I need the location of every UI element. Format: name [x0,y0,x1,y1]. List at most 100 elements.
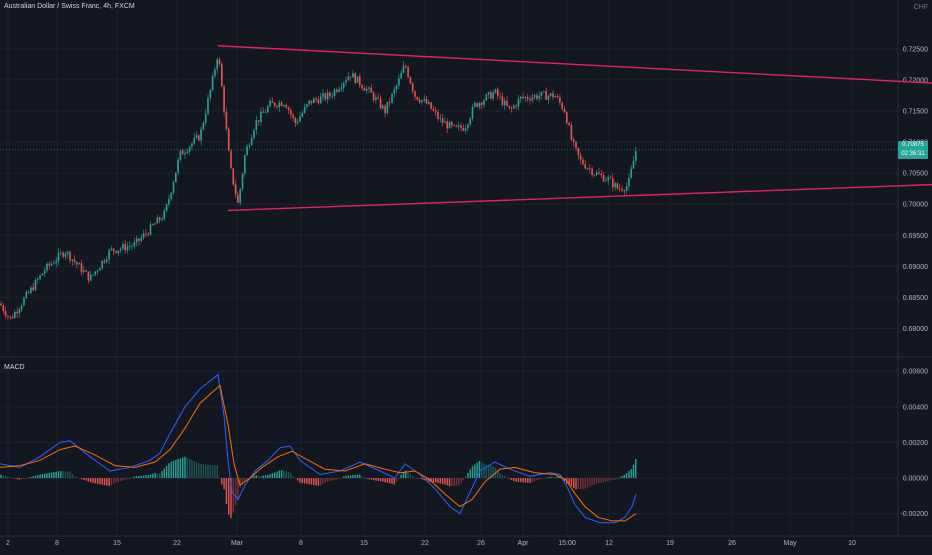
histogram-bar [343,476,345,479]
candle-body [494,89,497,93]
candle-body [501,96,504,106]
candle-body [384,105,386,113]
price-tick-label: 0.69500 [903,233,928,240]
candle-body [349,76,352,78]
candle-body [356,76,359,83]
histogram-bar [354,474,356,479]
candle-body [152,224,154,226]
candle-body [7,315,9,317]
histogram-bar [418,478,421,479]
histogram-bar [129,478,131,479]
histogram-bar [515,478,517,482]
candle-body [296,121,299,124]
histogram-bar [46,473,48,479]
time-tick-label: 8 [55,540,59,547]
candle-body [510,107,513,109]
candle-body [347,76,350,81]
histogram-bar [48,472,50,479]
histogram-bar [347,475,349,479]
histogram-bar [76,477,78,479]
candle-body [338,89,340,92]
candle-body [198,135,200,141]
histogram-bar [303,478,306,484]
histogram-bar [280,470,283,479]
macd-indicator-label[interactable]: MACD [4,364,25,371]
time-tick-label: 22 [421,540,429,547]
histogram-bar [377,478,379,481]
candle-body [117,250,120,253]
histogram-bar [533,478,536,481]
candle-body [319,96,322,104]
candle-body [409,77,412,84]
candle-body [329,92,331,97]
histogram-bar [405,470,407,479]
histogram-bar [21,478,23,480]
candle-body [561,102,563,109]
candle-body [260,111,262,122]
histogram-bar [361,476,363,479]
candle-body [464,128,467,131]
histogram-bar [4,476,7,479]
histogram-bar [598,478,600,483]
histogram-bar [191,459,193,479]
histogram-bar [179,458,182,479]
histogram-bar [513,478,515,482]
candle-body [69,251,71,261]
candle-body [115,251,117,253]
candle-body [632,161,635,169]
candle-body [432,108,435,111]
histogram-bar [96,478,99,484]
candle-body [533,95,536,98]
histogram-bar [605,478,607,482]
histogram-bar [218,477,221,479]
histogram-bar [384,478,386,483]
candle-body [18,309,21,314]
histogram-bar [543,478,545,479]
histogram-bar [198,463,200,479]
candle-body [20,305,23,310]
histogram-bar [264,475,267,479]
candle-body [455,125,458,127]
histogram-bar [18,478,21,480]
candle-body [428,102,430,104]
histogram-bar [168,463,170,479]
histogram-bar [149,474,152,479]
candle-body [388,101,391,103]
histogram-bar [550,476,552,479]
time-tick-label: 15:00 [558,540,576,547]
price-tick-label: 0.68000 [903,326,928,333]
signal-line [0,384,637,522]
histogram-bar [619,477,621,479]
histogram-bar [421,478,423,480]
histogram-bar [596,478,598,484]
candle-body [80,263,83,273]
candle-body [517,98,520,107]
histogram-bar [161,471,163,479]
histogram-bar [529,478,531,483]
candle-body [145,233,147,235]
candle-body [612,178,614,188]
candle-body [602,175,605,182]
histogram-bar [368,478,370,480]
candle-body [363,88,366,91]
histogram-bar [83,478,85,480]
candle-body [239,188,241,203]
histogram-bar [25,478,27,479]
histogram-bar [547,477,550,479]
histogram-bar [412,476,414,479]
candle-body [522,96,524,99]
histogram-bar [69,471,71,479]
histogram-bar [538,478,540,480]
candle-body [23,298,25,306]
candle-body [425,99,428,104]
histogram-bar [600,478,602,483]
histogram-bar [589,478,591,487]
histogram-bar [499,473,501,479]
candles-group [0,56,637,321]
histogram-bar [556,476,559,479]
histogram-bar [156,473,159,479]
histogram-bar [428,478,430,482]
histogram-bar [124,478,126,480]
